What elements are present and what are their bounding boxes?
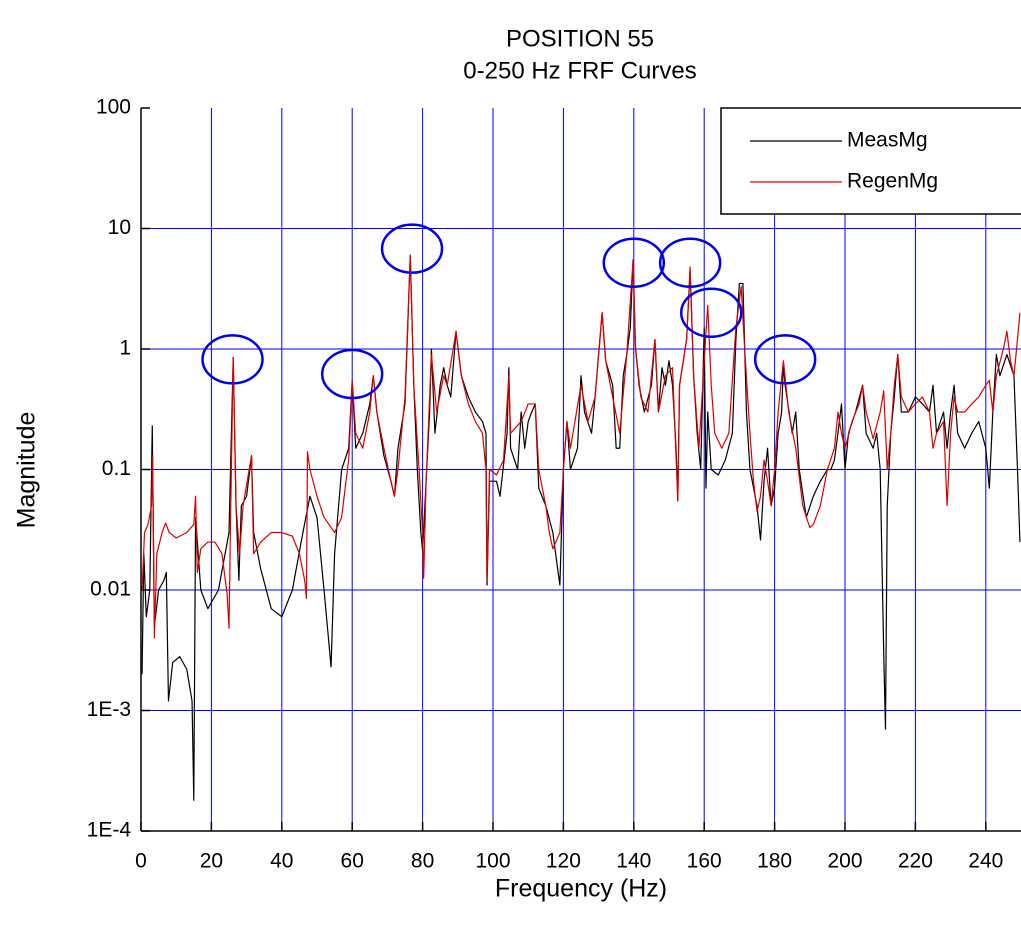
x-tick-label: 80 bbox=[411, 850, 434, 873]
x-tick-label: 60 bbox=[341, 850, 364, 873]
highlight-circle bbox=[753, 334, 817, 385]
x-tick-label: 0 bbox=[135, 850, 147, 873]
x-axis-label: Frequency (Hz) bbox=[495, 875, 667, 903]
highlight-circle bbox=[380, 223, 444, 274]
x-tick-label: 100 bbox=[475, 850, 510, 873]
x-tick-label: 180 bbox=[757, 850, 792, 873]
highlight-circle bbox=[320, 348, 384, 400]
chart-title: POSITION 55 bbox=[506, 25, 654, 52]
x-tick-label: 20 bbox=[200, 850, 223, 873]
legend-label: RegenMg bbox=[847, 170, 938, 193]
y-tick-label: 1E-3 bbox=[87, 698, 131, 721]
x-tick-label: 160 bbox=[687, 850, 722, 873]
x-tick-label: 140 bbox=[616, 850, 651, 873]
highlight-circle bbox=[201, 334, 264, 385]
y-axis-label: Magnitude bbox=[13, 412, 41, 529]
x-tick-label: 240 bbox=[968, 850, 1003, 873]
chart-subtitle: 0-250 Hz FRF Curves bbox=[463, 57, 696, 84]
highlight-circle bbox=[679, 287, 743, 338]
y-tick-label: 100 bbox=[96, 96, 131, 119]
highlight-circle bbox=[658, 237, 722, 288]
plot-area bbox=[141, 254, 1021, 801]
y-tick-label: 1 bbox=[119, 337, 131, 360]
y-tick-label: 10 bbox=[108, 216, 131, 239]
legend-label: MeasMg bbox=[847, 129, 928, 152]
x-tick-label: 120 bbox=[546, 850, 581, 873]
highlight-circle bbox=[602, 237, 666, 288]
y-tick-label: 1E-4 bbox=[87, 819, 132, 842]
y-tick-label: 0.01 bbox=[90, 578, 131, 601]
x-tick-label: 40 bbox=[270, 850, 293, 873]
y-tick-label: 0.1 bbox=[102, 457, 131, 480]
legend-box bbox=[720, 107, 1021, 215]
x-tick-label: 220 bbox=[898, 850, 933, 873]
x-tick-label: 200 bbox=[827, 850, 862, 873]
data-line bbox=[141, 254, 1021, 639]
data-line bbox=[141, 254, 1021, 801]
